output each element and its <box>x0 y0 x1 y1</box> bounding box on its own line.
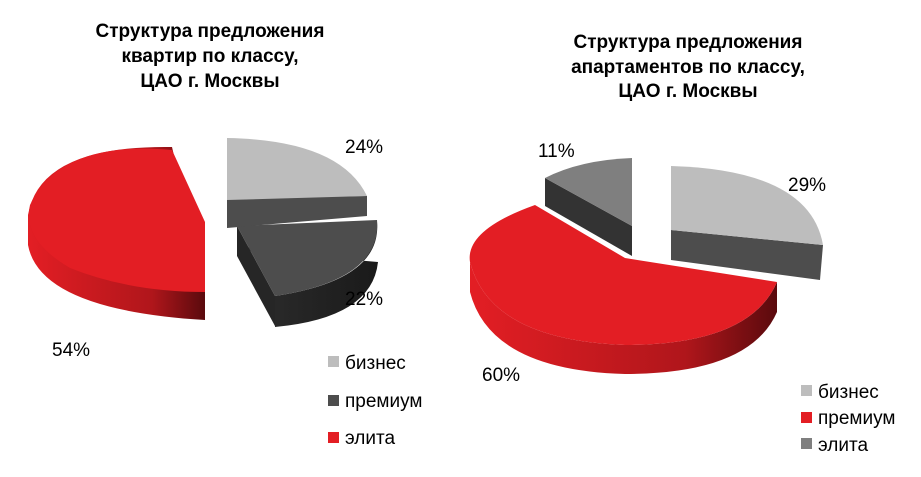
chart1-label-premium: 22% <box>345 289 383 310</box>
chart1-label-business: 24% <box>345 137 383 158</box>
chart1-title-line1: Структура предложения <box>96 21 325 42</box>
chart1-legend-business: бизнес <box>345 353 406 374</box>
chart2-slice-premium <box>469 205 777 374</box>
chart2-legend-swatch-elite <box>801 438 812 449</box>
chart2-title-line2: апартаментов по классу, <box>571 57 805 78</box>
chart2-label-premium: 60% <box>482 365 520 386</box>
chart2-legend-business: бизнес <box>818 382 879 403</box>
chart1-legend-swatch-business <box>328 356 339 367</box>
pie-chart-flats: Структура предложения квартир по классу,… <box>28 21 422 449</box>
chart2-legend-elite: элита <box>818 435 868 456</box>
pie-chart-apartments: Структура предложения апартаментов по кл… <box>469 32 895 456</box>
chart2-slice-elite <box>545 158 632 256</box>
chart2-legend-swatch-premium <box>801 412 812 423</box>
chart1-label-elite: 54% <box>52 340 90 361</box>
chart2-legend: бизнес премиум элита <box>801 382 895 456</box>
chart1-legend: бизнес премиум элита <box>328 353 422 449</box>
chart2-legend-premium: премиум <box>818 408 895 429</box>
chart2-title-line3: ЦАО г. Москвы <box>618 81 757 102</box>
chart2-label-business: 29% <box>788 175 826 196</box>
chart1-title-line2: квартир по классу, <box>121 46 298 67</box>
chart1-title-line3: ЦАО г. Москвы <box>140 71 279 92</box>
chart2-legend-swatch-business <box>801 385 812 396</box>
chart1-slice-elite <box>28 146 205 320</box>
chart2-title-line1: Структура предложения <box>574 32 803 53</box>
chart1-legend-premium: премиум <box>345 391 422 412</box>
chart1-slice-business <box>227 138 367 228</box>
chart2-label-elite: 11% <box>538 141 575 162</box>
chart1-legend-elite: элита <box>345 428 395 449</box>
chart1-legend-swatch-elite <box>328 432 339 443</box>
chart2-slice-business <box>671 166 823 280</box>
chart1-slice-premium <box>237 220 378 327</box>
chart1-legend-swatch-premium <box>328 395 339 406</box>
